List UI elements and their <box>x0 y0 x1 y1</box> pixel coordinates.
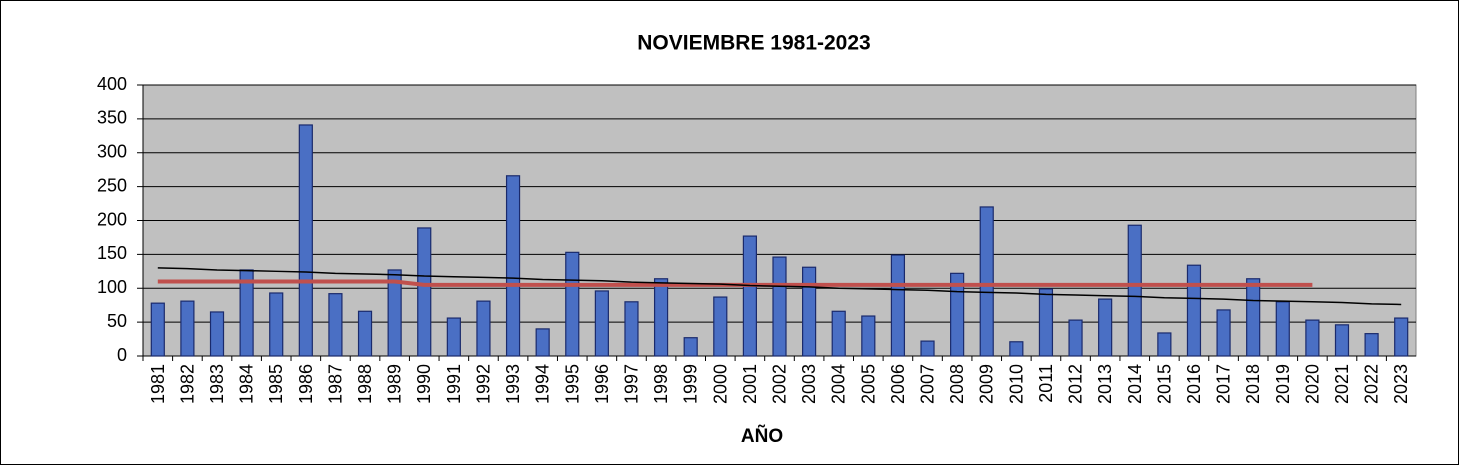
bar <box>1216 309 1231 357</box>
bar <box>446 317 461 357</box>
y-tick-label: 100 <box>97 277 127 297</box>
bar <box>1275 301 1290 357</box>
line <box>157 267 1402 306</box>
x-tick-label: 2022 <box>1362 364 1382 404</box>
y-tick-label: 150 <box>97 243 127 263</box>
x-tick-label: 2023 <box>1391 364 1411 404</box>
bar <box>890 254 906 357</box>
y-tick-label: 50 <box>107 311 127 331</box>
x-tick-label: 1981 <box>148 364 168 404</box>
x-tick-label: 1991 <box>444 364 464 404</box>
x-tick-label: 1987 <box>325 364 345 404</box>
x-tick-label: 2015 <box>1154 364 1174 404</box>
bar <box>624 301 639 357</box>
bar <box>950 272 965 357</box>
bar <box>1157 332 1172 357</box>
x-tick-label: 1997 <box>621 364 641 404</box>
x-tick-label: 2008 <box>947 364 967 404</box>
x-tick-label: 2021 <box>1332 364 1352 404</box>
bar <box>831 310 846 357</box>
x-tick-label: 2013 <box>1095 364 1115 404</box>
y-tick-label: 200 <box>97 209 127 229</box>
bar <box>535 328 550 357</box>
bar <box>505 175 521 357</box>
x-tick-label: 1988 <box>355 364 375 404</box>
x-tick-label: 2017 <box>1214 364 1234 404</box>
bar <box>683 337 698 357</box>
x-tick-label: 1993 <box>503 364 523 404</box>
bar <box>920 340 935 357</box>
bar <box>979 206 994 357</box>
bar <box>1186 264 1202 357</box>
x-tick-label: 2011 <box>1036 364 1056 403</box>
x-tick-label: 1996 <box>592 364 612 404</box>
y-tick-label: 0 <box>117 345 127 365</box>
x-tick-label: 1982 <box>177 364 197 404</box>
bar <box>269 292 284 357</box>
x-tick-label: 2019 <box>1273 364 1293 404</box>
x-tick-label: 1989 <box>385 364 405 404</box>
bar <box>1098 298 1113 357</box>
x-tick-label: 1998 <box>651 364 671 404</box>
bar <box>653 278 669 357</box>
bar <box>476 300 491 357</box>
bar <box>1364 333 1379 357</box>
x-tick-label: 2001 <box>740 364 760 404</box>
x-tick-label: 2000 <box>710 364 730 404</box>
bar <box>180 300 195 357</box>
bar <box>328 293 343 357</box>
bar <box>1246 278 1261 357</box>
bar <box>594 290 609 357</box>
x-tick-label: 1995 <box>562 364 582 404</box>
x-tick-label: 2006 <box>888 364 908 404</box>
x-tick-label: 2010 <box>1006 364 1026 404</box>
x-tick-label: 1983 <box>207 364 227 404</box>
x-axis-title: AÑO <box>741 425 783 447</box>
x-tick-label: 1994 <box>533 364 553 404</box>
x-tick-label: 2009 <box>977 364 997 404</box>
x-tick-label: 2012 <box>1066 364 1086 404</box>
x-tick-label: 1984 <box>237 364 257 404</box>
bar <box>1127 224 1142 357</box>
y-tick-label: 250 <box>97 175 127 195</box>
bar <box>1009 341 1024 357</box>
bar <box>742 235 757 357</box>
x-tick-label: 1992 <box>473 364 493 404</box>
y-tick-label: 400 <box>97 74 127 94</box>
bar <box>387 269 402 357</box>
y-tick-label: 350 <box>97 108 127 128</box>
bar <box>417 227 432 357</box>
bar <box>565 251 580 357</box>
bar <box>1334 324 1350 357</box>
y-tick-label: 300 <box>97 142 127 162</box>
bar <box>150 302 165 357</box>
x-tick-label: 2020 <box>1302 364 1322 404</box>
bar <box>1305 319 1320 357</box>
bar <box>1394 317 1409 357</box>
x-tick-label: 2007 <box>918 364 938 404</box>
x-tick-label: 2002 <box>770 364 790 404</box>
bar <box>357 310 373 357</box>
bar <box>1068 319 1083 357</box>
x-tick-label: 2014 <box>1125 364 1145 404</box>
bar <box>209 311 225 357</box>
bar <box>298 124 313 357</box>
x-tick-label: 2016 <box>1184 364 1204 404</box>
x-tick-label: 1986 <box>296 364 316 404</box>
bar <box>861 315 876 357</box>
x-tick-label: 2004 <box>829 364 849 404</box>
bar <box>802 266 817 357</box>
x-tick-label: 1990 <box>414 364 434 404</box>
x-tick-label: 2003 <box>799 364 819 404</box>
bar <box>772 256 787 357</box>
x-tick-label: 1999 <box>681 364 701 404</box>
bar <box>1038 288 1054 357</box>
x-tick-label: 2005 <box>858 364 878 404</box>
bar <box>713 296 728 357</box>
x-tick-label: 2018 <box>1243 364 1263 404</box>
chart-title: NOVIEMBRE 1981-2023 <box>637 32 870 55</box>
x-tick-label: 1985 <box>266 364 286 404</box>
